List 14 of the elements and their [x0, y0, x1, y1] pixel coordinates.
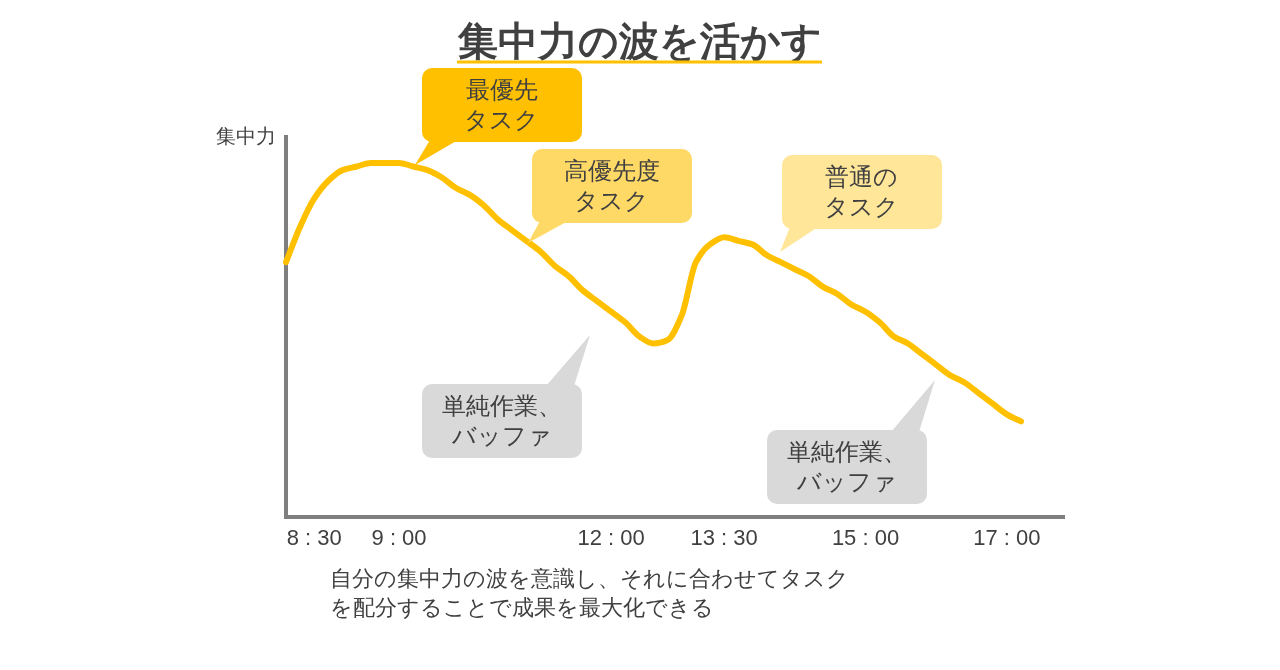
x-tick-label: 8 : 30	[286, 525, 342, 550]
annotation: 単純作業、バッファ	[441, 391, 563, 451]
x-tick-label: 9 : 00	[371, 525, 427, 550]
x-tick-label: 17 : 00	[973, 525, 1041, 550]
x-tick-label: 13 : 30	[690, 525, 758, 550]
chart-title: 集中力の波を活かす	[457, 19, 822, 64]
text: 最優先タスク	[463, 75, 541, 135]
annotation: 高優先度タスク	[563, 156, 661, 216]
annotation: 単純作業、バッファ	[786, 437, 908, 497]
text: 自分の集中力の波を意識し、それに合わせてタスクを配分することで成果を最大化できる	[330, 565, 850, 622]
x-tick-label: 12 : 00	[577, 525, 645, 550]
annotation: 普通のタスク	[823, 162, 901, 222]
y-axis-title: 集中力	[216, 125, 276, 147]
x-tick-label: 15 : 00	[831, 525, 900, 550]
